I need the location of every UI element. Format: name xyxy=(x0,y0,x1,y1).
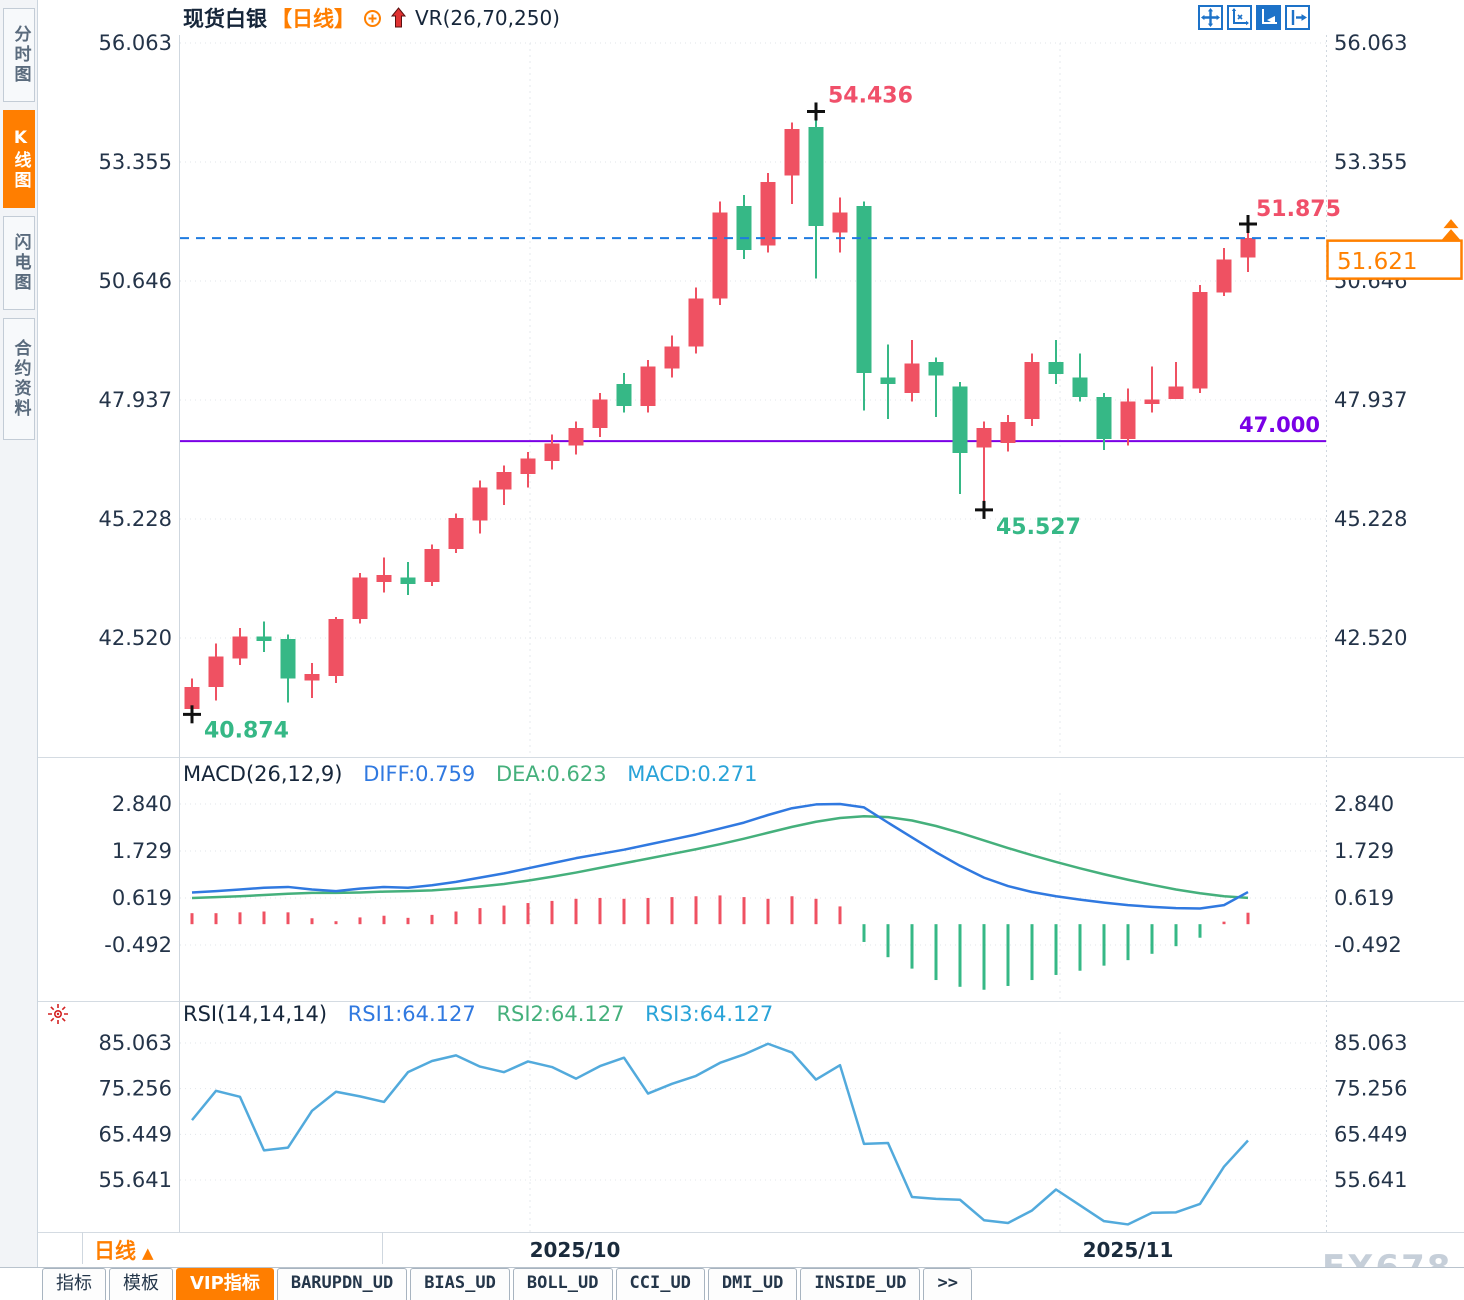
svg-text:42.520: 42.520 xyxy=(99,626,172,650)
rsi-header: RSI(14,14,14) RSI1:64.127 RSI2:64.127 RS… xyxy=(183,1002,773,1026)
macd-title[interactable]: MACD(26,12,9) xyxy=(183,762,343,786)
rsi2-value: RSI2:64.127 xyxy=(496,1002,625,1026)
period-tag: 【日线】 xyxy=(271,7,355,31)
svg-text:75.256: 75.256 xyxy=(99,1077,172,1101)
svg-text:75.256: 75.256 xyxy=(1334,1077,1407,1101)
svg-text:85.063: 85.063 xyxy=(99,1031,172,1055)
sidebar-item-kline-chart[interactable]: K线图 xyxy=(2,110,35,208)
svg-text:51.875: 51.875 xyxy=(1256,197,1341,222)
go-to-latest-icon[interactable] xyxy=(1285,5,1310,30)
svg-text:0.619: 0.619 xyxy=(112,886,172,910)
period-selector-label: 日线 xyxy=(94,1239,136,1263)
rsi3-value: RSI3:64.127 xyxy=(645,1002,774,1026)
svg-text:56.063: 56.063 xyxy=(1334,31,1407,55)
svg-text:2.840: 2.840 xyxy=(112,792,172,816)
tab-cci-ud[interactable]: CCI_UD xyxy=(615,1268,705,1300)
circle-plus-icon[interactable] xyxy=(363,9,382,28)
chart-header: 现货白银 【日线】 VR(26,70,250) xyxy=(183,4,560,32)
svg-text:42.520: 42.520 xyxy=(1334,626,1407,650)
tab-templates[interactable]: 模板 xyxy=(109,1268,173,1300)
vr-indicator-label[interactable]: VR(26,70,250) xyxy=(415,6,560,30)
svg-text:65.449: 65.449 xyxy=(1334,1122,1407,1146)
macd-value: MACD:0.271 xyxy=(627,762,758,786)
tab-indicators[interactable]: 指标 xyxy=(42,1268,106,1300)
auto-fit-icon[interactable] xyxy=(1256,5,1281,30)
chart-type-sidebar: 分时图 K线图 闪电图 合约资料 xyxy=(0,0,38,1268)
tab-vip-indicators[interactable]: VIP指标 xyxy=(176,1268,274,1300)
tab-barupdn-ud[interactable]: BARUPDN_UD xyxy=(276,1268,408,1300)
tab-boll-ud[interactable]: BOLL_UD xyxy=(512,1268,613,1300)
macd-header: MACD(26,12,9) DIFF:0.759 DEA:0.623 MACD:… xyxy=(183,762,757,786)
svg-text:47.000: 47.000 xyxy=(1239,413,1320,437)
svg-text:-0.492: -0.492 xyxy=(1334,933,1402,957)
svg-text:51.621: 51.621 xyxy=(1337,249,1417,275)
candles xyxy=(184,114,1256,711)
alert-sun-icon[interactable] xyxy=(46,1002,70,1030)
svg-text:0.619: 0.619 xyxy=(1334,886,1394,910)
svg-text:2025/10: 2025/10 xyxy=(530,1238,621,1262)
svg-text:65.449: 65.449 xyxy=(99,1122,172,1146)
svg-text:56.063: 56.063 xyxy=(99,31,172,55)
svg-text:54.436: 54.436 xyxy=(828,83,913,108)
macd-panel xyxy=(190,802,1250,990)
svg-text:50.646: 50.646 xyxy=(99,269,172,293)
period-selector[interactable]: 日线 ▲ xyxy=(94,1235,154,1265)
axis-zoom-icon[interactable] xyxy=(1227,5,1252,30)
svg-text:-0.492: -0.492 xyxy=(104,933,172,957)
sidebar-item-lightning-chart[interactable]: 闪电图 xyxy=(2,216,35,310)
sidebar-item-time-chart[interactable]: 分时图 xyxy=(2,8,35,102)
sidebar-item-contract-info[interactable]: 合约资料 xyxy=(2,318,35,440)
rsi-line xyxy=(191,1042,1249,1226)
chart-toolbar xyxy=(1198,5,1310,30)
svg-text:2.840: 2.840 xyxy=(1334,792,1394,816)
svg-text:55.641: 55.641 xyxy=(99,1168,172,1192)
rsi1-value: RSI1:64.127 xyxy=(347,1002,476,1026)
svg-text:40.874: 40.874 xyxy=(204,718,289,743)
rsi-title[interactable]: RSI(14,14,14) xyxy=(183,1002,328,1026)
double-up-arrow-icon xyxy=(1443,219,1459,229)
tab-dmi-ud[interactable]: DMI_UD xyxy=(707,1268,798,1300)
svg-text:2025/11: 2025/11 xyxy=(1083,1238,1174,1262)
svg-text:45.527: 45.527 xyxy=(996,515,1081,540)
macd-diff-value: DIFF:0.759 xyxy=(363,762,476,786)
svg-text:45.228: 45.228 xyxy=(99,507,172,531)
red-up-arrow-icon xyxy=(390,7,407,29)
current-price-box xyxy=(1326,239,1463,280)
svg-text:1.729: 1.729 xyxy=(112,839,172,863)
svg-text:53.355: 53.355 xyxy=(99,150,172,174)
tab-inside-ud[interactable]: INSIDE_UD xyxy=(800,1268,921,1300)
svg-text:53.355: 53.355 xyxy=(1334,150,1407,174)
symbol-title: 现货白银 xyxy=(183,7,267,31)
macd-dea-value: DEA:0.623 xyxy=(495,762,607,786)
triangle-up-icon: ▲ xyxy=(142,1244,154,1262)
svg-text:45.228: 45.228 xyxy=(1334,507,1407,531)
tab-bias-ud[interactable]: BIAS_UD xyxy=(410,1268,510,1300)
svg-text:85.063: 85.063 xyxy=(1334,1031,1407,1055)
svg-text:47.937: 47.937 xyxy=(99,388,172,412)
svg-text:1.729: 1.729 xyxy=(1334,839,1394,863)
indicator-tab-bar: 指标 模板 VIP指标 BARUPDN_UD BIAS_UD BOLL_UD C… xyxy=(0,1267,1464,1300)
svg-text:55.641: 55.641 xyxy=(1334,1168,1407,1192)
svg-text:47.937: 47.937 xyxy=(1334,388,1407,412)
tab-more[interactable]: >> xyxy=(923,1268,972,1300)
pan-crosshair-icon[interactable] xyxy=(1198,5,1223,30)
